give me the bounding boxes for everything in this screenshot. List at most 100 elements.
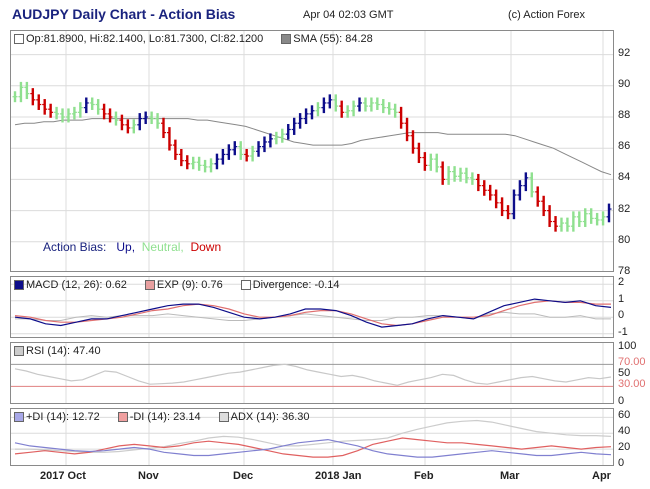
mdi-legend-text: -DI (14): 23.14 <box>129 411 201 423</box>
ohlc-bar <box>238 141 244 160</box>
divergence-line <box>15 311 611 321</box>
ohlc-bar <box>155 113 161 129</box>
action-bias-legend: Action Bias: Up, Neutral, Down <box>43 240 221 254</box>
ohlc-bar <box>535 186 541 207</box>
ohlc-bar <box>582 208 588 227</box>
ohlc-bar <box>83 97 89 114</box>
ohlc-bar <box>386 102 392 115</box>
ohlc-bar <box>351 100 357 117</box>
ohlc-bar <box>208 158 214 173</box>
ohlc-bar <box>547 205 553 227</box>
ohlc-bar <box>178 148 184 167</box>
ohlc-bar <box>315 102 321 117</box>
rsi-plot <box>11 343 613 403</box>
ohlc-bar <box>119 114 125 131</box>
exp-legend-text: EXP (9): 0.76 <box>156 279 223 291</box>
macd-tick-label: 1 <box>618 292 625 305</box>
sma-swatch <box>281 34 292 44</box>
ohlc-legend-text: Op:81.8900, Hi:82.1400, Lo:81.7300, Cl:8… <box>26 33 264 45</box>
rsi-tick-label: 50 <box>618 367 631 380</box>
ohlc-bar <box>463 167 469 184</box>
adx-swatch <box>218 412 229 422</box>
ohlc-bar <box>362 97 368 112</box>
adx-tick-label: 60 <box>618 409 631 422</box>
ohlc-bar <box>446 166 452 185</box>
divergence-swatch <box>240 280 251 290</box>
ohlc-bar <box>345 105 351 118</box>
rsi-swatch <box>14 346 24 356</box>
ohlc-bar <box>166 127 172 151</box>
pdi-line <box>14 438 612 458</box>
ohlc-bar <box>517 180 523 201</box>
ohlc-bar <box>357 97 363 112</box>
ohlc-bar <box>95 99 101 115</box>
ohlc-bar <box>125 119 131 134</box>
ohlc-bar <box>398 106 404 129</box>
divergence-legend-text: Divergence: -0.14 <box>252 279 340 291</box>
pdi-legend-item: +DI (14): 12.72 <box>14 411 100 423</box>
ohlc-bar <box>327 94 333 109</box>
ohlc-bar <box>60 108 66 123</box>
ohlc-bar <box>65 108 71 123</box>
price-tick-label: 86 <box>618 140 631 153</box>
exp-swatch <box>144 280 155 290</box>
ohlc-bar <box>594 212 600 226</box>
rsi-legend: RSI (14): 47.40 <box>14 345 115 357</box>
ohlc-bar <box>588 208 594 224</box>
ohlc-bar <box>410 130 416 154</box>
ohlc-bar <box>190 156 196 170</box>
ohlc-bar <box>48 103 54 118</box>
action-bias-label: Action Bias: <box>43 240 107 254</box>
price-tick-label: 92 <box>618 46 631 59</box>
ohlc-bar <box>422 152 428 171</box>
x-tick-label: Feb <box>414 470 434 482</box>
ohlc-bar <box>137 113 143 131</box>
ohlc-bar <box>279 128 285 143</box>
ohlc-bar <box>487 184 493 201</box>
ohlc-bar <box>493 189 499 209</box>
rsi-legend-text: RSI (14): 47.40 <box>26 345 101 357</box>
exp-line <box>14 300 611 327</box>
ohlc-bar <box>71 106 77 120</box>
ohlc-bar <box>161 117 166 139</box>
adx-tick-label: 40 <box>618 425 631 438</box>
ohlc-bar <box>303 108 309 125</box>
sma-legend-item: SMA (55): 84.28 <box>281 33 373 45</box>
ohlc-bar <box>541 195 547 217</box>
adx-panel: +DI (14): 12.72 -DI (14): 23.14 ADX (14)… <box>10 408 614 466</box>
price-tick-label: 82 <box>618 202 631 215</box>
ohlc-bar <box>458 167 463 182</box>
adx-legend-item: ADX (14): 36.30 <box>218 411 309 423</box>
ohlc-bar <box>149 111 155 125</box>
ohlc-bar <box>505 205 511 220</box>
x-tick-label: Apr <box>592 470 611 482</box>
ohlc-bar <box>564 217 570 232</box>
ohlc-bar <box>392 103 398 118</box>
macd-swatch <box>14 280 24 290</box>
ohlc-bar <box>36 94 42 110</box>
macd-tick-label: 0 <box>618 309 625 322</box>
ohlc-bar <box>250 145 256 162</box>
ohlc-bar <box>273 131 279 145</box>
ohlc-bar <box>291 117 297 135</box>
rsi-line <box>14 363 612 386</box>
divergence-legend-item: Divergence: -0.14 <box>240 279 340 291</box>
ohlc-bar <box>172 139 178 160</box>
ohlc-bar <box>511 189 517 220</box>
price-legend: Op:81.8900, Hi:82.1400, Lo:81.7300, Cl:8… <box>14 33 387 45</box>
price-tick-label: 84 <box>618 171 631 184</box>
ohlc-bar <box>440 161 446 185</box>
rsi-tick-label: 70.00 <box>618 356 646 369</box>
ohlc-bar <box>232 141 238 156</box>
ohlc-bar <box>285 124 291 140</box>
x-tick-label: 2017 Oct <box>40 470 86 482</box>
adx-plot <box>11 409 613 465</box>
macd-legend: MACD (12, 26): 0.62 EXP (9): 0.76 Diverg… <box>14 279 354 291</box>
exp-legend-item: EXP (9): 0.76 <box>144 279 223 291</box>
rsi-tick-label: 100 <box>618 339 637 352</box>
mdi-swatch <box>117 412 128 422</box>
macd-legend-item: MACD (12, 26): 0.62 <box>14 279 127 291</box>
x-tick-label: Dec <box>233 470 254 482</box>
macd-line <box>14 298 612 328</box>
adx-tick-label: 20 <box>618 441 631 454</box>
